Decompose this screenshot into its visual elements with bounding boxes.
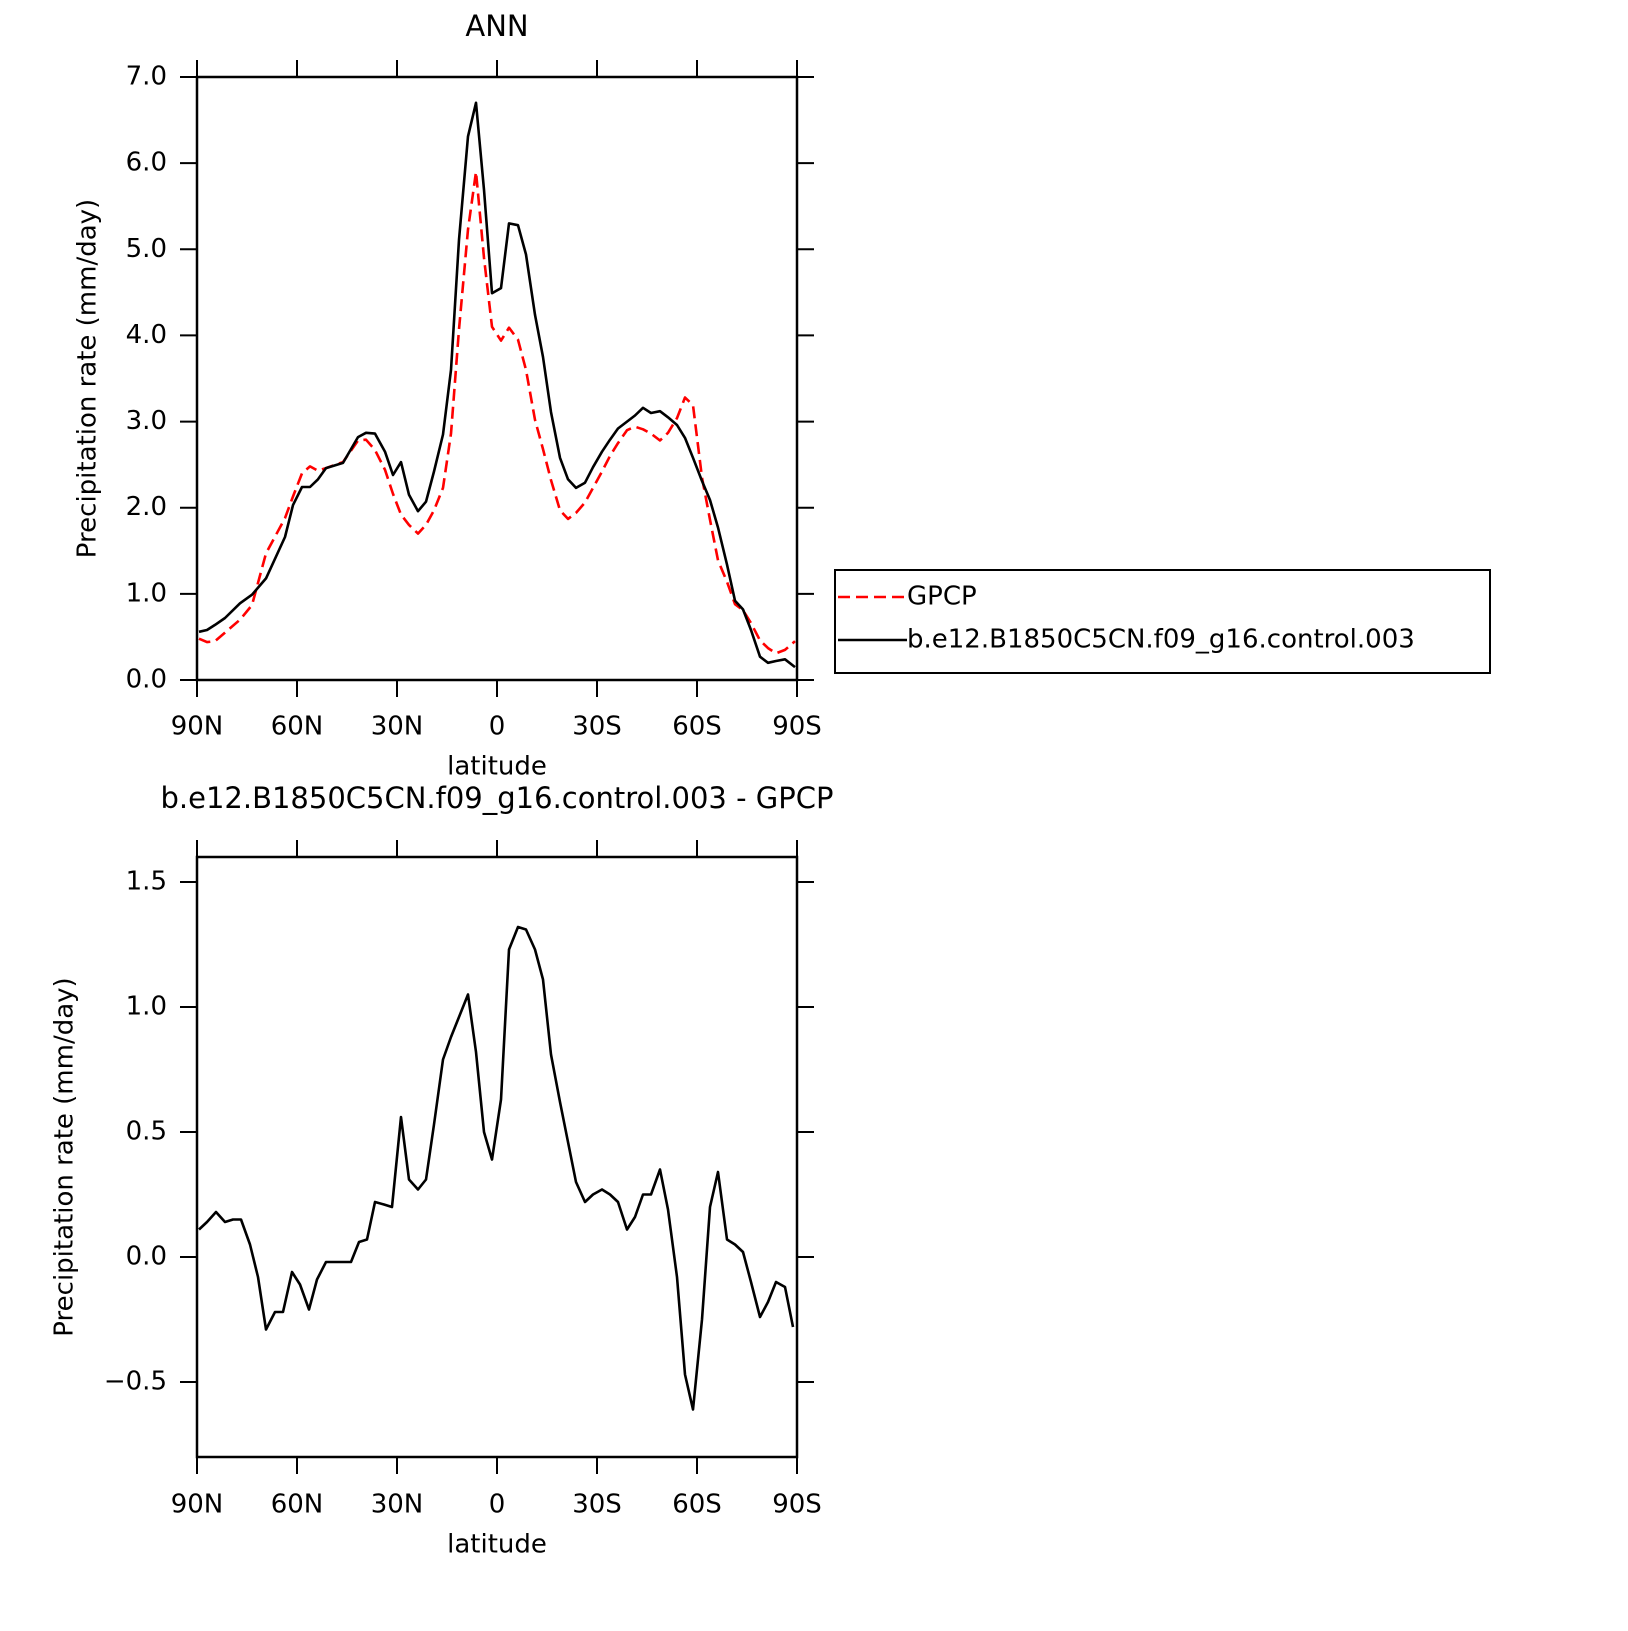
plot-frame [195,75,799,682]
x-tick-label: 0 [489,1490,506,1520]
y-tick-label: 7.0 [126,62,167,92]
plot-frame [195,855,799,1459]
y-tick-label: 0.0 [126,1242,167,1272]
x-tick-label: 90N [171,1490,224,1520]
x-axis-label: latitude [447,752,547,782]
y-tick-label: 5.0 [126,234,167,264]
chart-title: ANN [465,9,528,43]
chart-title: b.e12.B1850C5CN.f09_g16.control.003 - GP… [161,781,834,815]
data-line [198,170,796,655]
x-tick-label: 0 [489,712,506,742]
y-tick-label: 6.0 [126,148,167,178]
legend-box [834,569,1491,674]
y-tick-label: 1.0 [126,992,167,1022]
legend-label: GPCP [907,582,977,612]
y-tick-label: 0.5 [126,1117,167,1147]
x-tick-label: 60N [271,1490,324,1520]
x-tick-label: 90S [772,1490,822,1520]
x-tick-label: 60S [672,1490,722,1520]
legend-label: b.e12.B1850C5CN.f09_g16.control.003 [907,625,1415,655]
x-tick-label: 60N [271,712,324,742]
y-tick-label: 4.0 [126,320,167,350]
y-axis-label: Precipitation rate (mm/day) [73,199,103,558]
y-tick-label: 0.0 [126,665,167,695]
y-tick-label: 1.5 [126,867,167,897]
y-tick-label: 3.0 [126,406,167,436]
x-tick-label: 30N [371,712,424,742]
x-tick-label: 90S [772,712,822,742]
x-tick-label: 30S [572,712,622,742]
x-axis-label: latitude [447,1530,547,1560]
x-tick-label: 60S [672,712,722,742]
y-tick-label: 2.0 [126,492,167,522]
x-tick-label: 90N [171,712,224,742]
x-tick-label: 30S [572,1490,622,1520]
data-line [198,101,796,669]
data-line [198,925,795,1411]
x-tick-label: 30N [371,1490,424,1520]
y-axis-label: Precipitation rate (mm/day) [50,977,80,1336]
y-tick-label: 1.0 [126,578,167,608]
y-tick-label: −0.5 [104,1367,167,1397]
